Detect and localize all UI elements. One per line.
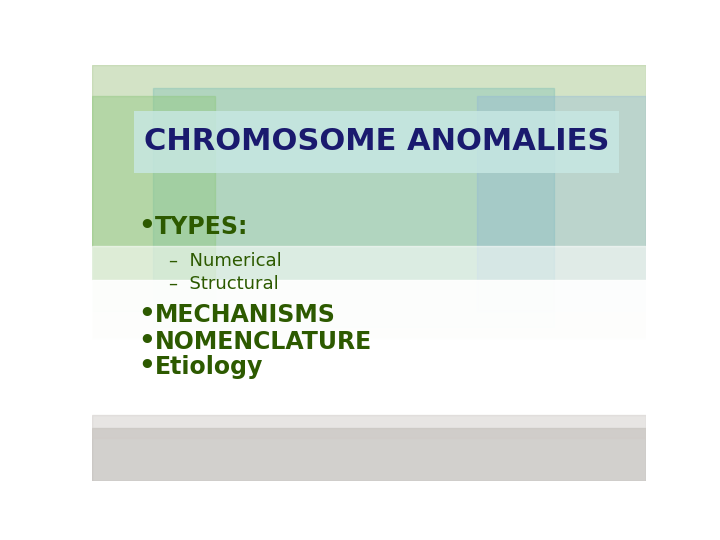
Text: –  Numerical: – Numerical [168, 252, 282, 270]
Text: TYPES:: TYPES: [155, 214, 248, 239]
Text: •: • [138, 213, 155, 240]
Text: NOMENCLATURE: NOMENCLATURE [155, 330, 372, 354]
Bar [92, 428, 647, 481]
Text: CHROMOSOME ANOMALIES: CHROMOSOME ANOMALIES [144, 127, 609, 156]
Text: –  Structural: – Structural [168, 275, 279, 293]
Bar [92, 246, 647, 338]
Text: •: • [138, 329, 155, 355]
Bar [92, 415, 647, 438]
Bar [153, 88, 554, 327]
Text: Etiology: Etiology [155, 355, 264, 379]
FancyBboxPatch shape [134, 111, 619, 173]
Text: MECHANISMS: MECHANISMS [155, 303, 336, 327]
Bar [477, 96, 647, 311]
Bar [92, 96, 215, 311]
Text: •: • [138, 302, 155, 328]
Bar [92, 65, 647, 338]
Bar [92, 280, 647, 438]
Text: •: • [138, 354, 155, 380]
